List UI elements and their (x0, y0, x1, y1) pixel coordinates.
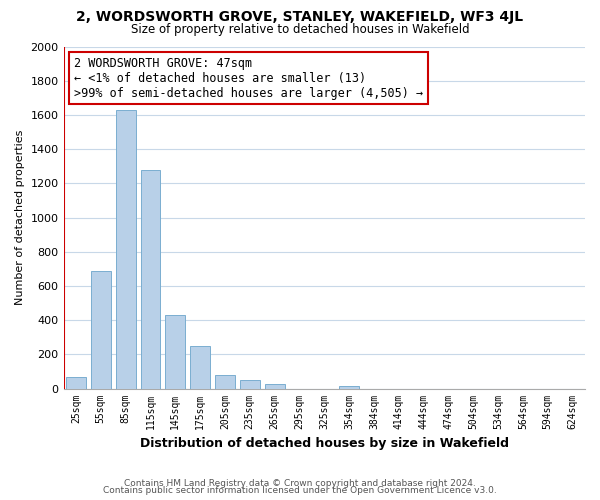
Bar (215, 375, 235, 388)
Text: 2, WORDSWORTH GROVE, STANLEY, WAKEFIELD, WF3 4JL: 2, WORDSWORTH GROVE, STANLEY, WAKEFIELD,… (76, 10, 524, 24)
Text: Contains HM Land Registry data © Crown copyright and database right 2024.: Contains HM Land Registry data © Crown c… (124, 478, 476, 488)
Bar (91, 270, 111, 388)
Text: 2 WORDSWORTH GROVE: 47sqm
← <1% of detached houses are smaller (13)
>99% of semi: 2 WORDSWORTH GROVE: 47sqm ← <1% of detac… (74, 57, 423, 100)
Bar (240, 380, 260, 388)
Bar (166, 315, 185, 388)
Bar (116, 110, 136, 388)
Bar (265, 384, 284, 388)
Bar (66, 378, 86, 388)
Bar (140, 170, 160, 388)
Text: Contains public sector information licensed under the Open Government Licence v3: Contains public sector information licen… (103, 486, 497, 495)
X-axis label: Distribution of detached houses by size in Wakefield: Distribution of detached houses by size … (140, 437, 509, 450)
Bar (339, 386, 359, 388)
Y-axis label: Number of detached properties: Number of detached properties (15, 130, 25, 305)
Text: Size of property relative to detached houses in Wakefield: Size of property relative to detached ho… (131, 22, 469, 36)
Bar (190, 346, 210, 389)
